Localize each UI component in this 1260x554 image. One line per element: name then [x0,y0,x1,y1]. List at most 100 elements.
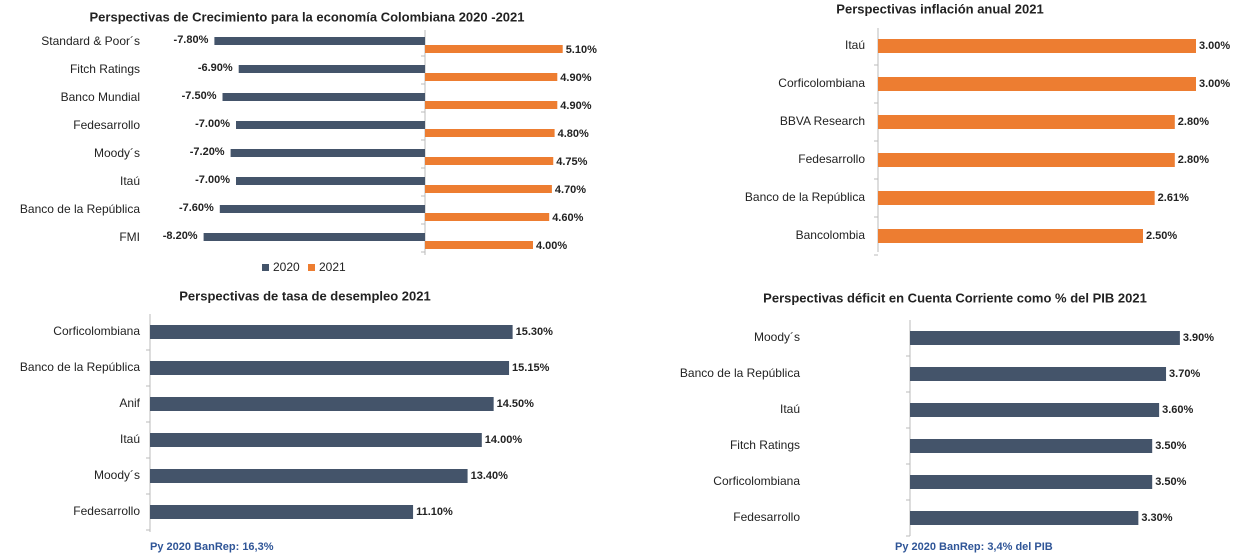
value-label: -7.80% [174,34,209,46]
value-label: -7.00% [195,118,230,130]
value-label: 11.10% [416,506,453,518]
bar [230,149,425,157]
category-label: Banco de la República [745,190,865,204]
category-label: Fitch Ratings [730,438,800,452]
value-label: -6.90% [198,62,233,74]
category-label: Fitch Ratings [70,62,140,76]
category-label: Moody´s [94,468,140,482]
bar [425,185,552,193]
bar [150,325,513,339]
category-label: Corficolombiana [778,76,865,90]
bar [910,511,1139,525]
chart-title: Perspectivas de Crecimiento para la econ… [90,9,525,24]
bar [150,397,494,411]
bar [910,403,1160,417]
bar [150,433,482,447]
value-label: 15.30% [516,326,554,338]
category-label: Itaú [120,432,140,446]
value-label: -7.00% [195,174,230,186]
value-label: 15.15% [512,362,550,374]
bar [150,361,510,375]
bar [150,505,414,519]
bar [150,469,468,483]
value-label: 14.50% [497,398,535,410]
category-label: Moody´s [754,330,800,344]
bar [425,73,558,81]
category-label: Standard & Poor´s [41,34,140,48]
value-label: 4.90% [560,72,591,84]
bar [878,39,1196,53]
value-label: 3.30% [1141,512,1172,524]
value-label: 4.75% [556,156,587,168]
value-label: 13.40% [471,470,509,482]
category-label: Banco de la República [680,366,800,380]
note: Py 2020 BanRep: 16,3% [150,541,274,553]
legend-label: 2020 [273,260,300,274]
value-label: 3.00% [1199,78,1230,90]
bar [425,101,558,109]
bar [425,45,563,53]
category-label: Fedesarrollo [798,152,865,166]
category-label: Itaú [120,174,140,188]
value-label: 3.50% [1155,476,1186,488]
bar [238,65,425,73]
bar [236,177,425,185]
category-label: FMI [119,230,140,244]
value-label: 5.10% [566,44,597,56]
category-label: Corficolombiana [713,474,800,488]
value-label: 4.60% [552,212,583,224]
value-label: 2.80% [1178,154,1209,166]
legend-label: 2021 [319,260,346,274]
bar [878,115,1175,129]
bar [878,229,1143,243]
value-label: 3.50% [1155,440,1186,452]
category-label: Moody´s [94,146,140,160]
category-label: Bancolombia [796,228,866,242]
value-label: 3.70% [1169,368,1200,380]
legend-swatch [308,264,315,271]
value-label: 3.60% [1162,404,1193,416]
category-label: Fedesarrollo [73,118,140,132]
category-label: Banco de la República [20,202,140,216]
category-label: Corficolombiana [53,324,140,338]
bar [910,331,1180,345]
chart-title: Perspectivas déficit en Cuenta Corriente… [763,290,1147,305]
bar [878,153,1175,167]
value-label: 3.90% [1183,332,1214,344]
value-label: 4.80% [558,128,589,140]
bar [878,191,1155,205]
value-label: 14.00% [485,434,523,446]
category-label: Fedesarrollo [733,510,800,524]
bar [236,121,425,129]
bar [214,37,425,45]
bar [910,367,1167,381]
value-label: -7.20% [190,146,225,158]
bar [203,233,425,241]
value-label: 2.61% [1158,192,1189,204]
category-label: Banco Mundial [61,90,140,104]
bar [425,213,550,221]
value-label: 2.80% [1178,116,1209,128]
legend-swatch [262,264,269,271]
value-label: 4.00% [536,240,567,252]
category-label: Itaú [780,402,800,416]
value-label: 4.90% [560,100,591,112]
category-label: Itaú [845,38,865,52]
value-label: -7.50% [182,90,217,102]
category-label: Banco de la República [20,360,140,374]
note: Py 2020 BanRep: 3,4% del PIB [895,541,1053,553]
bar [425,157,554,165]
chart-title: Perspectivas inflación anual 2021 [836,1,1043,16]
category-label: Anif [119,396,140,410]
bar [222,93,425,101]
category-label: BBVA Research [780,114,865,128]
value-label: 4.70% [555,184,586,196]
bar [910,439,1153,453]
value-label: 2.50% [1146,230,1177,242]
bar [425,241,533,249]
bar [219,205,425,213]
value-label: -7.60% [179,202,214,214]
chart-title: Perspectivas de tasa de desempleo 2021 [179,288,430,303]
bar [910,475,1153,489]
